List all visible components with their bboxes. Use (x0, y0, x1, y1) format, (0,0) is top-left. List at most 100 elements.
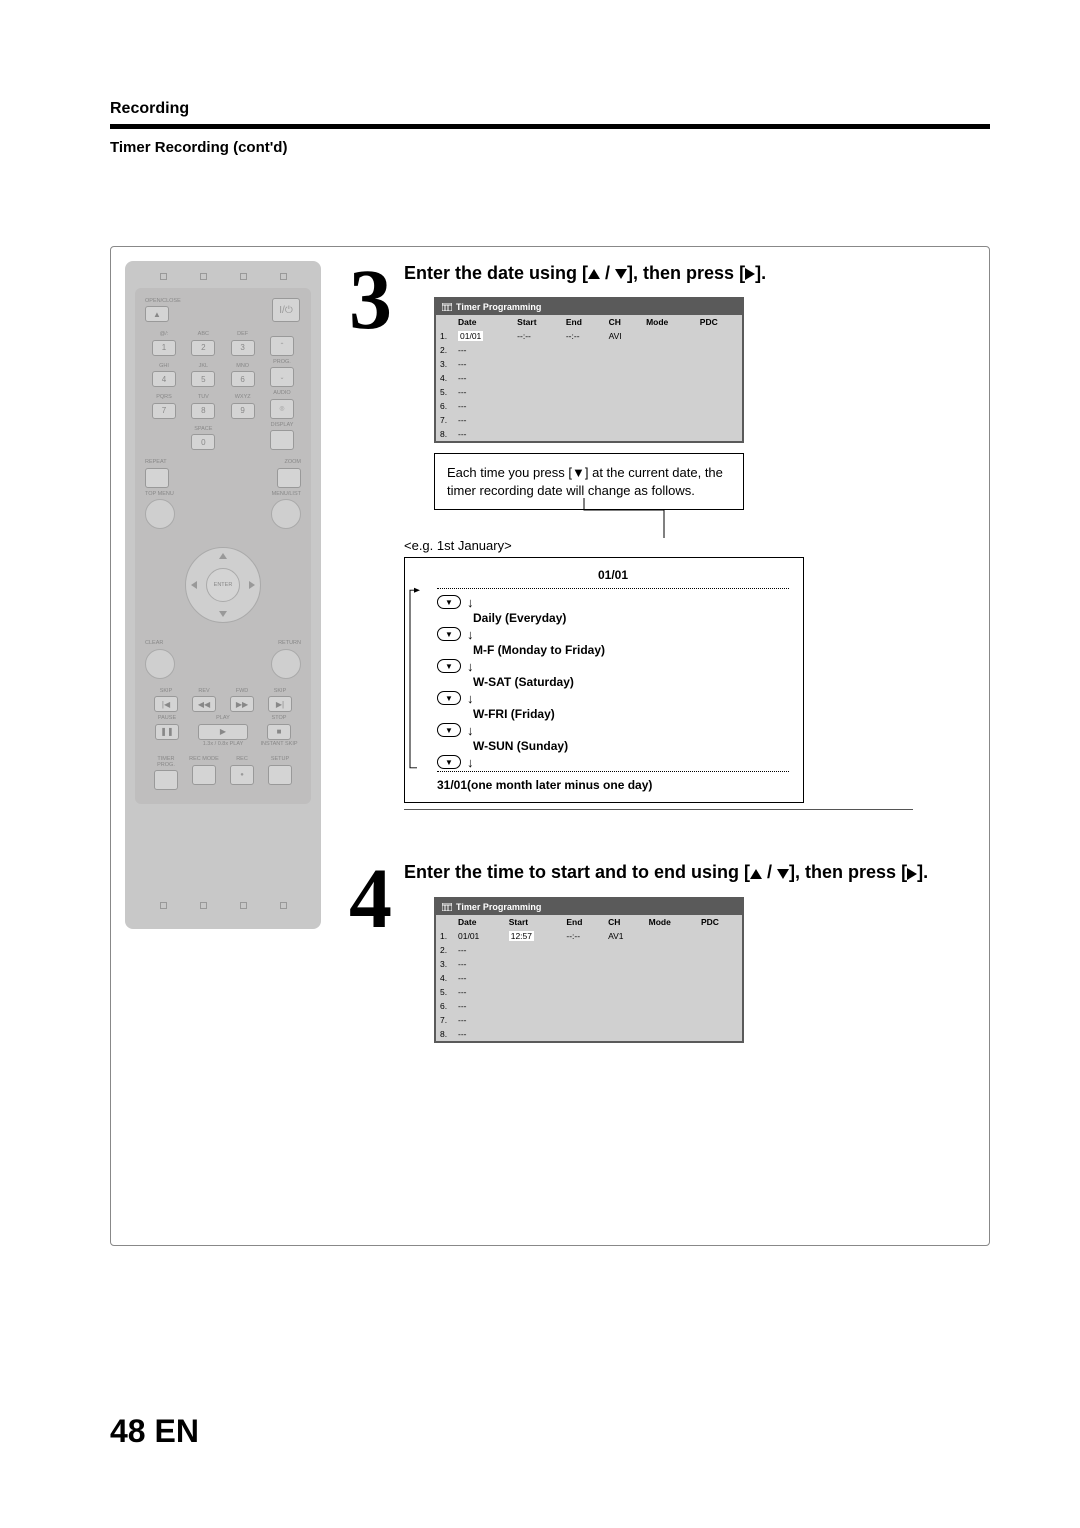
right-icon (745, 268, 755, 280)
cycle-loop-arrow (407, 586, 421, 772)
table-row: 4.--- (436, 971, 742, 985)
prog-up: ⌃ (270, 336, 294, 356)
step-title: Enter the time to start and to end using… (404, 860, 969, 884)
table-row: 6.--- (436, 399, 742, 413)
table-row: 2.--- (436, 943, 742, 957)
pause-button: ❚❚ (155, 724, 179, 740)
display-button (270, 430, 294, 450)
section-title: Recording (110, 100, 990, 118)
osd-screen: Timer Programming Date Start End CH Mode… (434, 297, 744, 443)
menulist-button (271, 499, 301, 529)
key-1: 1 (152, 340, 176, 356)
down-button-icon: ▼ (437, 691, 461, 705)
zoom-button (277, 468, 301, 488)
topmenu-button (145, 499, 175, 529)
table-row: 6.--- (436, 999, 742, 1013)
table-row: 5.--- (436, 985, 742, 999)
down-button-icon: ▼ (437, 659, 461, 673)
key-3: 3 (231, 340, 255, 356)
cycle-end: 31/01(one month later minus one day) (437, 778, 789, 792)
key-2: 2 (191, 340, 215, 356)
cycle-head: 01/01 (437, 568, 789, 582)
key-4: 4 (152, 371, 176, 387)
remote-diagram: OPEN/CLOSE ▲ I/⏻ @/:1 ABC2 DEF3 ⌃ (125, 261, 321, 929)
cycle-item: W-FRI (Friday) (473, 707, 555, 721)
step-title: Enter the date using [ / ], then press [… (404, 261, 969, 285)
table-row: 8.--- (436, 1027, 742, 1041)
down-icon (777, 869, 789, 879)
eject-button: ▲ (145, 306, 169, 322)
osd-title: Timer Programming (436, 299, 742, 315)
osd-table: Date Start End CH Mode PDC 1.01/01--:---… (436, 315, 742, 441)
step-number: 4 (349, 860, 392, 1052)
osd-screen: Timer Programming Date Start End CH Mode… (434, 897, 744, 1043)
cycle-frame: 01/01 ▼↓ Daily (Everyday) ▼↓ M-F (Monday… (404, 557, 804, 803)
example-label: <e.g. 1st January> (404, 538, 969, 553)
key-8: 8 (191, 403, 215, 419)
subtitle: Timer Recording (cont'd) (110, 139, 990, 156)
stop-button: ■ (267, 724, 291, 740)
table-row: 3.--- (436, 357, 742, 371)
key-5: 5 (191, 371, 215, 387)
setup-button (268, 765, 292, 785)
skip-fwd-button: ▶| (268, 696, 292, 712)
key-7: 7 (152, 403, 176, 419)
down-button-icon: ▼ (437, 595, 461, 609)
table-row: 7.--- (436, 1013, 742, 1027)
cycle-item: M-F (Monday to Friday) (473, 643, 605, 657)
key-0: 0 (191, 434, 215, 450)
table-row: 3.--- (436, 957, 742, 971)
table-row: 7.--- (436, 413, 742, 427)
table-row: 2.--- (436, 343, 742, 357)
osd-table: Date Start End CH Mode PDC 1.01/0112:57-… (436, 915, 742, 1041)
fwd-button: ▶▶ (230, 696, 254, 712)
open-close-label: OPEN/CLOSE (145, 299, 181, 305)
recmode-button (192, 765, 216, 785)
dpad-down-icon (219, 611, 227, 617)
repeat-button (145, 468, 169, 488)
page-number: 48 EN (110, 1413, 199, 1450)
calendar-icon (442, 303, 452, 311)
main-frame: OPEN/CLOSE ▲ I/⏻ @/:1 ABC2 DEF3 ⌃ (110, 246, 990, 1246)
table-row: 5.--- (436, 385, 742, 399)
dpad-up-icon (219, 553, 227, 559)
timerprog-button (154, 770, 178, 790)
clear-button (145, 649, 175, 679)
dpad-right-icon (249, 581, 255, 589)
audio-button: ◎ (270, 399, 294, 419)
skip-back-button: |◀ (154, 696, 178, 712)
dpad: ENTER (163, 535, 283, 635)
divider (110, 124, 990, 129)
down-button-icon: ▼ (437, 723, 461, 737)
step-divider (404, 809, 913, 810)
table-row: 1.01/0112:57--:--AV1 (436, 929, 742, 943)
right-icon (907, 868, 917, 880)
key-6: 6 (231, 371, 255, 387)
step-4: 4 Enter the time to start and to end usi… (349, 860, 969, 1052)
enter-button: ENTER (206, 568, 240, 602)
step-3: 3 Enter the date using [ / ], then press… (349, 261, 969, 830)
up-icon (750, 869, 762, 879)
table-row: 8.--- (436, 427, 742, 441)
cycle-item: W-SAT (Saturday) (473, 675, 574, 689)
osd-title: Timer Programming (436, 899, 742, 915)
up-icon (588, 269, 600, 279)
rev-button: ◀◀ (192, 696, 216, 712)
table-row: 1.01/01--:----:--AVI (436, 329, 742, 343)
table-row: 4.--- (436, 371, 742, 385)
rec-button: ● (230, 765, 254, 785)
connector-line (434, 510, 969, 530)
step-number: 3 (349, 261, 392, 830)
cycle-item: Daily (Everyday) (473, 611, 566, 625)
dpad-left-icon (191, 581, 197, 589)
return-button (271, 649, 301, 679)
down-button-icon: ▼ (437, 755, 461, 769)
down-button-icon: ▼ (437, 627, 461, 641)
prog-down: ⌄ (270, 367, 294, 387)
down-icon (615, 269, 627, 279)
key-9: 9 (231, 403, 255, 419)
play-button: ▶ (198, 724, 248, 740)
power-button: I/⏻ (272, 298, 300, 322)
cycle-item: W-SUN (Sunday) (473, 739, 568, 753)
calendar-icon (442, 903, 452, 911)
